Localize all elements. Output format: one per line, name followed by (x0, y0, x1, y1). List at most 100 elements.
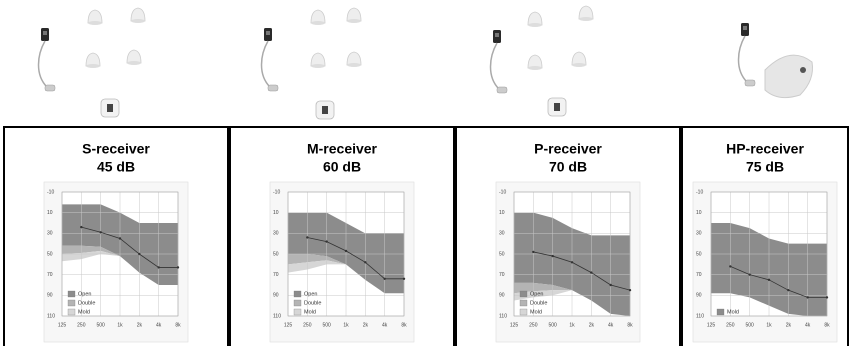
target-point (590, 271, 593, 274)
y-tick-label: 30 (499, 231, 505, 237)
target-point (748, 273, 751, 276)
target-point (80, 225, 83, 229)
target-point (138, 252, 141, 256)
target-line (81, 226, 178, 268)
panel-title: P-receiver (534, 141, 602, 157)
panel-subtitle: 45 dB (97, 159, 135, 175)
legend-label: Open (78, 291, 91, 297)
x-tick-label: 125 (284, 322, 293, 328)
target-point (767, 278, 771, 282)
y-tick-label: 50 (47, 251, 53, 257)
x-tick-label: 8k (824, 322, 830, 328)
x-tick-label: 250 (303, 322, 312, 328)
x-tick-label: 250 (529, 322, 538, 328)
target-point (551, 254, 554, 258)
legend-swatch (67, 299, 76, 307)
x-tick-label: 4k (608, 322, 614, 328)
legend-swatch (519, 290, 528, 298)
y-tick-label: 70 (47, 272, 53, 278)
x-tick-label: 8k (175, 322, 181, 328)
y-tick-label: 90 (47, 293, 53, 299)
target-point (383, 277, 386, 280)
x-tick-label: 4k (156, 322, 162, 328)
target-line (533, 251, 631, 291)
x-tick-label: 500 (322, 322, 331, 328)
panel: S-receiver 45 dB 125 250 500 1k 2k 4k 8k -10 10 30 5… (3, 126, 229, 346)
x-tick-label: 500 (548, 322, 557, 328)
target-point (806, 296, 809, 299)
target-point (118, 237, 122, 240)
legend-swatch (293, 290, 302, 298)
legend-swatch (67, 308, 76, 316)
y-tick-label: 30 (273, 231, 279, 237)
legend-label: Open (304, 291, 317, 297)
y-tick-label: -10 (273, 189, 280, 195)
x-tick-label: 4k (805, 322, 811, 328)
x-tick-label: 2k (137, 322, 143, 328)
y-tick-label: 50 (499, 251, 505, 257)
plot-frame (710, 191, 828, 317)
target-point (787, 288, 790, 292)
legend-label: Double (78, 300, 95, 306)
panel-subtitle: 60 dB (323, 159, 361, 175)
x-tick-label: 2k (363, 322, 369, 328)
target-line (307, 237, 404, 280)
target-point (306, 236, 309, 239)
legend-label: Double (304, 300, 321, 306)
y-tick-label: 30 (696, 231, 702, 237)
x-tick-label: 1k (766, 322, 772, 328)
x-tick-label: 1k (569, 322, 575, 328)
target-point (325, 240, 328, 243)
panel-subtitle: 75 dB (746, 159, 784, 175)
y-tick-label: -10 (696, 189, 703, 195)
y-tick-label: 90 (499, 293, 505, 299)
legend-swatch (293, 308, 302, 316)
x-tick-label: 500 (96, 322, 105, 328)
legend-swatch (293, 299, 302, 307)
x-tick-label: 4k (382, 322, 388, 328)
x-tick-label: 500 (745, 322, 754, 328)
y-tick-label: 70 (696, 272, 702, 278)
target-point (609, 283, 612, 287)
panel-title: M-receiver (307, 141, 378, 157)
y-tick-label: 30 (47, 231, 53, 237)
y-tick-label: -10 (47, 189, 54, 195)
x-tick-label: 2k (786, 322, 792, 328)
y-tick-label: 50 (273, 251, 279, 257)
x-tick-label: 125 (510, 322, 519, 328)
x-tick-label: 125 (707, 322, 716, 328)
x-tick-label: 125 (58, 322, 67, 328)
target-point (364, 261, 367, 264)
panel: HP-receiver 75 dB 125 250 500 1k 2k 4k 8k -10 10 30… (681, 126, 849, 346)
y-tick-label: 10 (47, 210, 53, 216)
target-point (402, 277, 406, 280)
legend-label: Open (530, 291, 543, 297)
legend-label: Mold (727, 309, 739, 315)
panel-border (3, 126, 229, 346)
legend-swatch (716, 308, 725, 316)
x-tick-label: 1k (343, 322, 349, 328)
x-tick-label: 250 (726, 322, 735, 328)
x-tick-label: 1k (117, 322, 123, 328)
plot-frame (287, 191, 405, 317)
plot-frame (61, 191, 179, 317)
target-point (532, 250, 535, 254)
range-band (514, 282, 630, 316)
target-point (825, 296, 829, 299)
y-tick-label: 70 (273, 272, 279, 278)
legend-label: Mold (78, 309, 90, 315)
panel-title: S-receiver (82, 141, 150, 157)
target-point (157, 266, 160, 269)
legend-swatch (67, 290, 76, 298)
target-line (730, 266, 827, 298)
y-tick-label: 90 (273, 293, 279, 299)
legend-swatch (519, 299, 528, 307)
panel: M-receiver 60 dB 125 250 500 1k 2k 4k 8k -10 10 30 5… (229, 126, 455, 346)
legend-label: Mold (530, 309, 542, 315)
x-tick-label: 8k (627, 322, 633, 328)
target-point (344, 249, 348, 253)
range-band (62, 250, 178, 285)
target-point (176, 266, 180, 269)
x-tick-label: 250 (77, 322, 86, 328)
y-tick-label: 110 (499, 313, 507, 319)
